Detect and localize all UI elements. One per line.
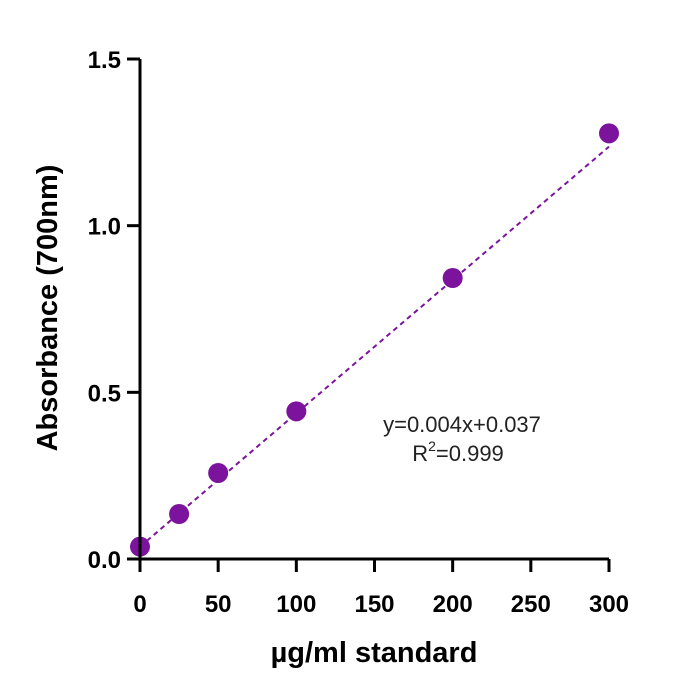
data-point	[169, 504, 190, 524]
y-axis-title: Absorbance (700nm)	[32, 165, 64, 452]
y-tick-label: 1.0	[88, 214, 121, 241]
y-tick-label: 0.5	[88, 380, 121, 407]
data-point	[442, 268, 463, 288]
x-tick-label: 150	[354, 591, 394, 618]
r-squared-value: =0.999	[436, 441, 504, 466]
x-ticks: 0 50 100 150 200 250 300	[133, 559, 629, 618]
data-point	[208, 463, 229, 483]
data-point	[286, 401, 307, 422]
x-tick-label: 300	[589, 591, 629, 618]
r-squared-superscript: 2	[428, 438, 436, 454]
data-point	[599, 123, 619, 144]
r-squared-annotation: R2=0.999	[412, 438, 504, 466]
x-tick-label: 50	[205, 591, 232, 618]
y-tick-label: 1.5	[88, 47, 121, 74]
equation-annotation: y=0.004x+0.037	[383, 412, 541, 437]
x-tick-label: 200	[433, 591, 473, 618]
trendline-layer	[139, 145, 610, 548]
y-tick-label: 0.0	[88, 547, 121, 574]
r-squared-prefix: R	[412, 441, 428, 466]
data-points	[130, 123, 619, 557]
trendline	[139, 145, 610, 548]
x-tick-label: 0	[133, 591, 146, 618]
x-tick-label: 100	[276, 591, 316, 618]
y-ticks: 0.0 0.5 1.0 1.5	[88, 47, 140, 574]
x-tick-label: 250	[511, 591, 551, 618]
x-axis-title: µg/ml standard	[271, 637, 478, 669]
